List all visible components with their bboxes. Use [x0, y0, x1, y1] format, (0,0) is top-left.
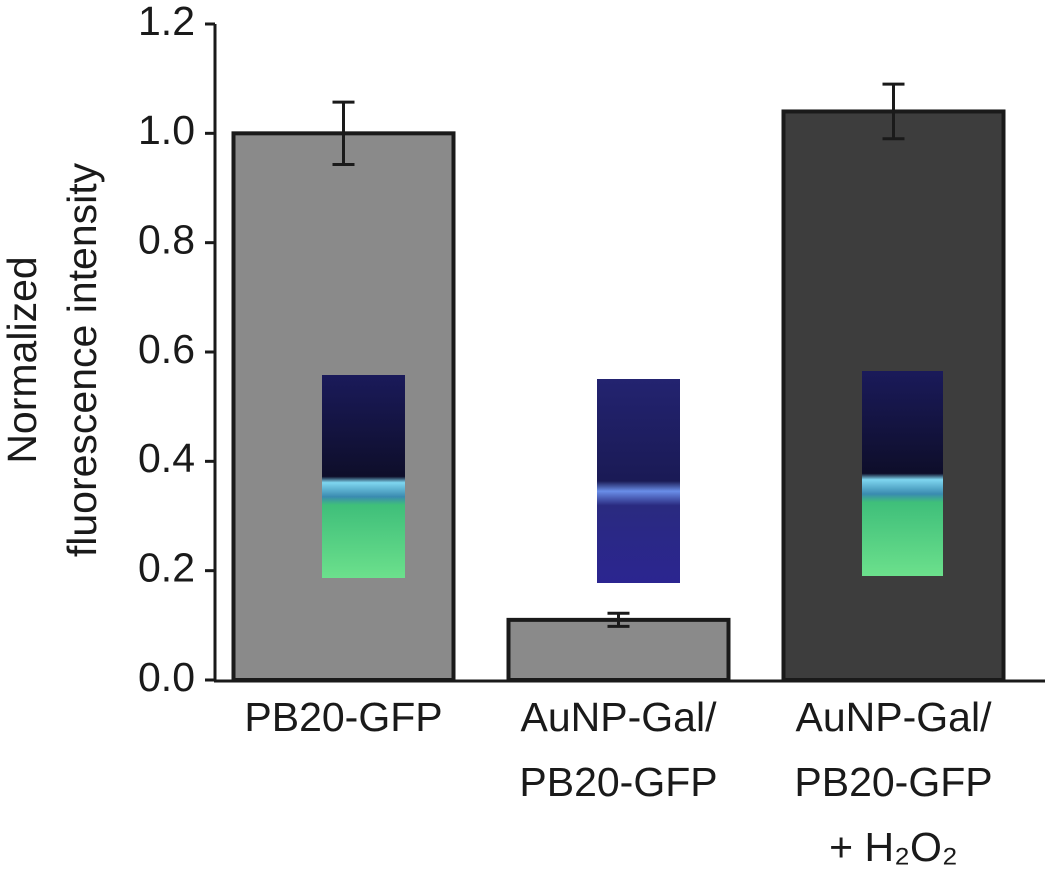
y-tick-label: 1.2 — [138, 0, 195, 44]
y-tick-label: 0.8 — [138, 216, 195, 262]
x-tick-label: PB20-GFP — [244, 694, 442, 740]
bar — [506, 617, 731, 682]
y-tick-label: 0.2 — [138, 544, 195, 590]
y-tick-label: 0.0 — [138, 654, 195, 700]
x-tick-label: AuNP-Gal/ — [796, 694, 993, 740]
x-tick-label: PB20-GFP — [794, 759, 992, 805]
y-tick-label: 0.4 — [138, 435, 195, 481]
y-tick-label: 0.6 — [138, 326, 195, 372]
vial-photo — [862, 371, 943, 576]
x-tick-label: AuNP-Gal/ — [521, 694, 718, 740]
y-axis-label: Normalized — [0, 256, 45, 463]
x-tick-label: + H₂O₂ — [829, 824, 958, 870]
vial-photo — [322, 375, 405, 578]
x-tick-label: PB20-GFP — [519, 759, 717, 805]
y-axis-label: fluorescence intensity — [59, 162, 105, 557]
vial-photo — [597, 379, 680, 583]
y-tick-label: 1.0 — [138, 107, 195, 153]
